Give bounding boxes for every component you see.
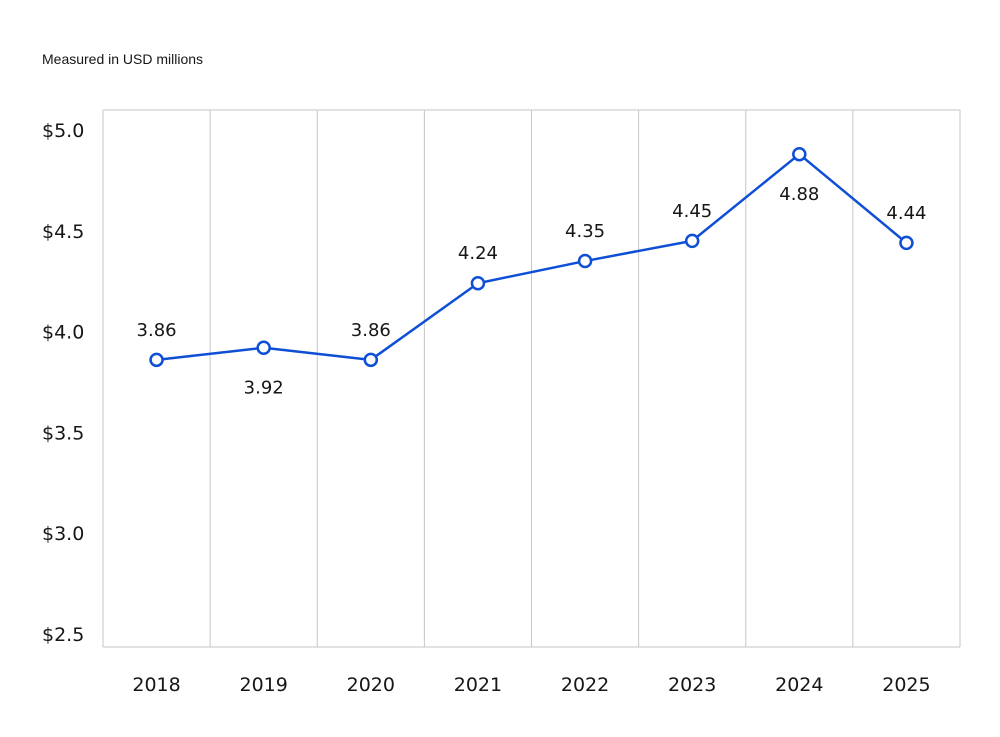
- data-label: 4.24: [458, 243, 498, 264]
- data-point: [256, 340, 271, 355]
- grid-lines: [102, 109, 961, 648]
- series-line: [156, 152, 908, 362]
- y-axis-ticks: $2.5 $3.0 $3.5 $4.0 $4.5 $5.0: [42, 120, 84, 646]
- data-labels: 3.86 3.92 3.86 4.24 4.35 4.45 4.88 4.44: [137, 184, 927, 399]
- y-tick-label: $2.5: [42, 624, 84, 646]
- data-point: [470, 275, 486, 291]
- x-tick-label: 2023: [668, 674, 716, 696]
- data-point: [684, 233, 700, 249]
- data-point: [363, 352, 379, 368]
- x-tick-label: 2018: [132, 674, 180, 696]
- data-label: 4.45: [672, 201, 712, 222]
- x-tick-label: 2021: [454, 674, 502, 696]
- data-label: 4.44: [886, 203, 926, 224]
- x-tick-label: 2022: [561, 674, 609, 696]
- y-tick-label: $3.0: [42, 523, 84, 545]
- y-tick-label: $3.5: [42, 422, 84, 444]
- y-tick-label: $4.5: [42, 221, 84, 243]
- data-label: 3.92: [244, 378, 284, 399]
- x-axis-ticks: 2018 2019 2020 2021 2022 2023 2024 2025: [132, 674, 930, 696]
- data-point: [149, 352, 164, 368]
- x-tick-label: 2024: [775, 674, 823, 696]
- data-point: [577, 253, 593, 269]
- x-tick-label: 2020: [347, 674, 395, 696]
- data-label: 4.88: [779, 184, 819, 205]
- data-label: 3.86: [351, 320, 391, 341]
- x-tick-label: 2019: [240, 674, 288, 696]
- data-label: 4.35: [565, 221, 605, 242]
- data-point: [899, 235, 914, 251]
- data-label: 3.86: [137, 320, 177, 341]
- data-point: [792, 146, 807, 162]
- chart-subtitle: Measured in USD millions: [42, 51, 204, 67]
- y-tick-label: $5.0: [42, 120, 84, 142]
- data-series: [149, 146, 914, 368]
- x-tick-label: 2025: [882, 674, 930, 696]
- y-tick-label: $4.0: [42, 322, 84, 344]
